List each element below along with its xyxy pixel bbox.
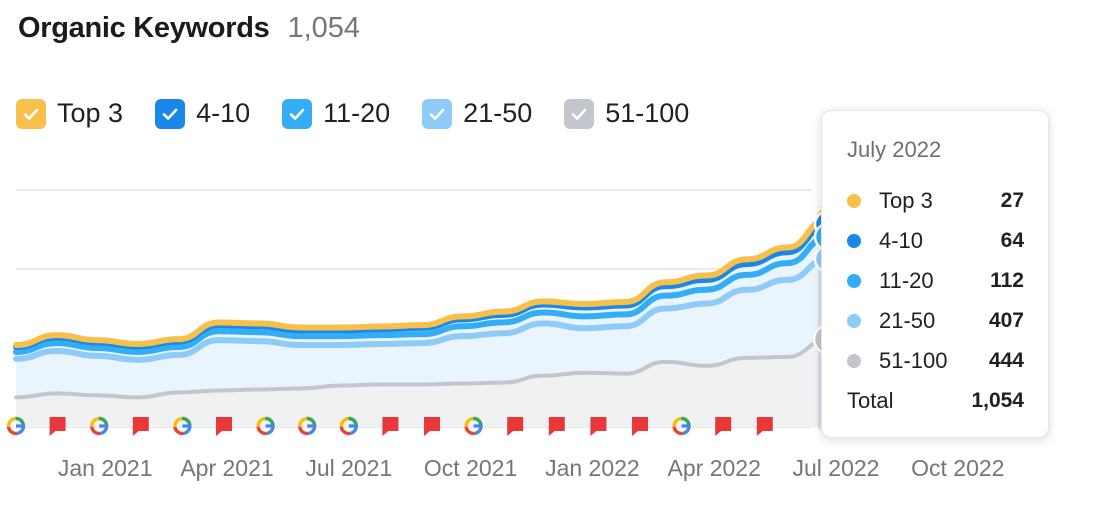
tooltip-label: 4-10	[879, 228, 924, 253]
legend-label-4-10: 4-10	[196, 98, 251, 128]
legend-item-top3[interactable]: Top 3	[16, 98, 123, 129]
series-lines	[13, 215, 831, 400]
area-51-100	[16, 339, 828, 427]
tooltip-label: 51-100	[879, 348, 948, 373]
checkbox-51-100[interactable]	[564, 98, 595, 129]
google-update-icon	[256, 416, 275, 436]
tooltip-total-value: 1,054	[971, 389, 1024, 412]
series-line-21-50	[13, 255, 831, 363]
x-tick-label: Apr 2021	[180, 455, 273, 481]
flag-icon	[424, 417, 440, 436]
x-tick-label: Oct 2021	[424, 455, 517, 481]
legend-label-21-50: 21-50	[463, 98, 533, 128]
google-update-icon	[173, 416, 192, 436]
tooltip-row-11-20: 11-20 112	[847, 261, 1024, 301]
event-markers[interactable]	[6, 416, 773, 436]
google-update-icon	[339, 416, 358, 436]
check-icon	[429, 108, 445, 120]
flag-icon	[632, 417, 648, 436]
tooltip-value: 64	[1000, 229, 1024, 252]
tooltip-total-label: Total	[847, 388, 894, 413]
check-icon	[571, 108, 587, 120]
flag-icon	[382, 417, 399, 436]
tooltip-label: Top 3	[879, 188, 933, 213]
x-axis-labels: Jan 2021 Apr 2021 Jul 2021 Oct 2021 Jan 2022…	[58, 455, 1005, 481]
x-tick-label: Jan 2021	[58, 455, 153, 481]
chart-header: Organic Keywords 1,054	[18, 12, 360, 45]
check-icon	[23, 108, 39, 120]
legend-dot-top3	[847, 194, 861, 208]
page-title: Organic Keywords	[18, 12, 270, 44]
tooltip-value: 407	[988, 309, 1024, 332]
tooltip-row-4-10: 4-10 64	[847, 221, 1024, 261]
check-icon	[289, 108, 305, 120]
checkbox-4-10[interactable]	[155, 98, 186, 129]
tooltip-value: 27	[1000, 189, 1024, 212]
tooltip-label: 11-20	[879, 268, 934, 293]
checkbox-top3[interactable]	[16, 98, 46, 129]
tooltip-row-21-50: 21-50 407	[847, 301, 1024, 341]
chart-tooltip: July 2022 Top 3 27 4-10 64 11-20 112 21-…	[821, 110, 1049, 438]
flag-icon	[132, 417, 149, 436]
google-update-icon	[6, 416, 26, 436]
legend-dot-51-100	[847, 354, 861, 368]
tooltip-row-top3: Top 3 27	[847, 181, 1024, 221]
keywords-total: 1,054	[287, 12, 361, 44]
google-update-icon	[464, 416, 483, 436]
legend-item-11-20[interactable]: 11-20	[282, 98, 390, 129]
legend: Top 3 4-10 11-20 21-50 51-100	[16, 98, 721, 129]
x-tick-label: Jan 2022	[545, 455, 640, 481]
flag-icon	[756, 417, 773, 436]
flag-icon	[507, 417, 524, 436]
flag-icon	[715, 417, 732, 436]
legend-label-top3: Top 3	[57, 98, 124, 128]
legend-dot-4-10	[847, 234, 861, 248]
legend-label-11-20: 11-20	[323, 98, 391, 128]
google-update-icon	[89, 416, 109, 436]
legend-item-51-100[interactable]: 51-100	[564, 98, 689, 129]
x-tick-label: Jul 2022	[793, 455, 880, 481]
checkbox-11-20[interactable]	[282, 98, 313, 129]
x-tick-label: Jul 2021	[305, 455, 392, 481]
x-tick-label: Apr 2022	[668, 455, 761, 481]
flag-icon	[216, 417, 232, 436]
google-update-icon	[672, 416, 691, 436]
tooltip-row-total: Total 1,054	[847, 381, 1024, 421]
series-line-11-20	[13, 233, 831, 355]
series-line-Top 3	[13, 215, 831, 349]
flag-icon	[49, 417, 66, 436]
legend-dot-21-50	[847, 314, 861, 328]
tooltip-label: 21-50	[879, 308, 936, 333]
tooltip-value: 444	[988, 349, 1024, 372]
tooltip-date: July 2022	[847, 137, 942, 162]
google-update-icon	[298, 416, 317, 436]
legend-label-51-100: 51-100	[605, 98, 690, 128]
flag-icon	[548, 417, 565, 436]
legend-dot-11-20	[847, 274, 861, 288]
series-line-51-100	[14, 337, 830, 400]
check-icon	[162, 108, 178, 120]
checkbox-21-50[interactable]	[422, 98, 453, 129]
tooltip-value: 112	[990, 269, 1024, 292]
flag-icon	[590, 417, 607, 436]
legend-item-21-50[interactable]: 21-50	[422, 98, 532, 129]
tooltip-row-51-100: 51-100 444	[847, 341, 1024, 381]
legend-item-4-10[interactable]: 4-10	[155, 98, 250, 129]
x-tick-label: Oct 2022	[911, 455, 1004, 481]
